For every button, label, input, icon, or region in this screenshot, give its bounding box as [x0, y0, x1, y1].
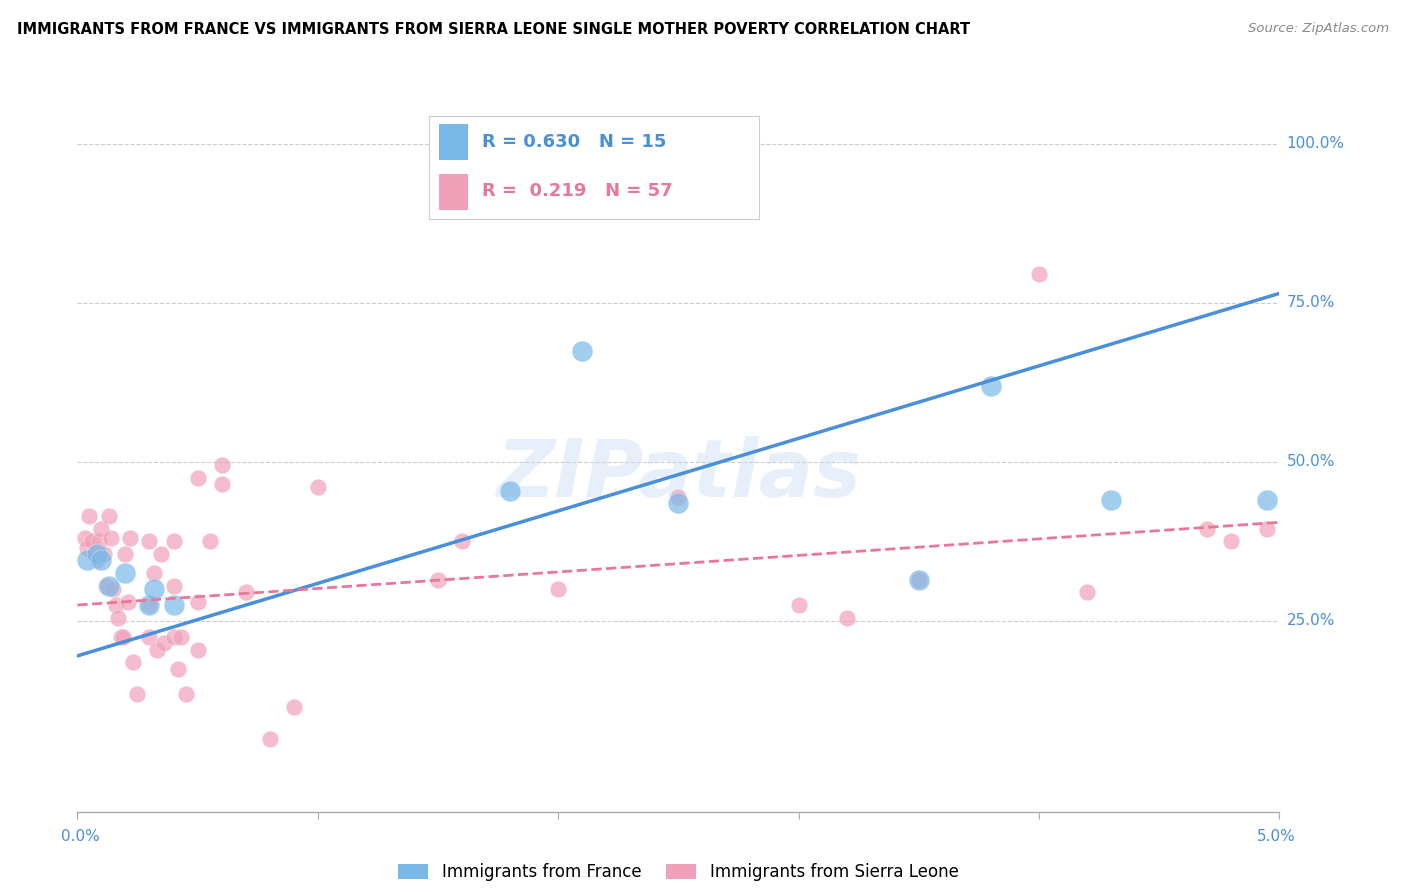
Text: 50.0%: 50.0% — [1286, 454, 1334, 469]
Text: IMMIGRANTS FROM FRANCE VS IMMIGRANTS FROM SIERRA LEONE SINGLE MOTHER POVERTY COR: IMMIGRANTS FROM FRANCE VS IMMIGRANTS FRO… — [17, 22, 970, 37]
Text: 5.0%: 5.0% — [1257, 830, 1296, 844]
Text: 75.0%: 75.0% — [1286, 295, 1334, 310]
Text: Source: ZipAtlas.com: Source: ZipAtlas.com — [1249, 22, 1389, 36]
Text: R =  0.219   N = 57: R = 0.219 N = 57 — [482, 182, 672, 201]
Text: 0.0%: 0.0% — [60, 830, 100, 844]
Text: 100.0%: 100.0% — [1286, 136, 1344, 152]
Legend: Immigrants from France, Immigrants from Sierra Leone: Immigrants from France, Immigrants from … — [392, 856, 965, 888]
Text: 25.0%: 25.0% — [1286, 614, 1334, 628]
Bar — [439, 175, 468, 211]
Text: ZIPatlas: ZIPatlas — [496, 436, 860, 515]
Bar — [439, 124, 468, 160]
Text: R = 0.630   N = 15: R = 0.630 N = 15 — [482, 133, 666, 151]
